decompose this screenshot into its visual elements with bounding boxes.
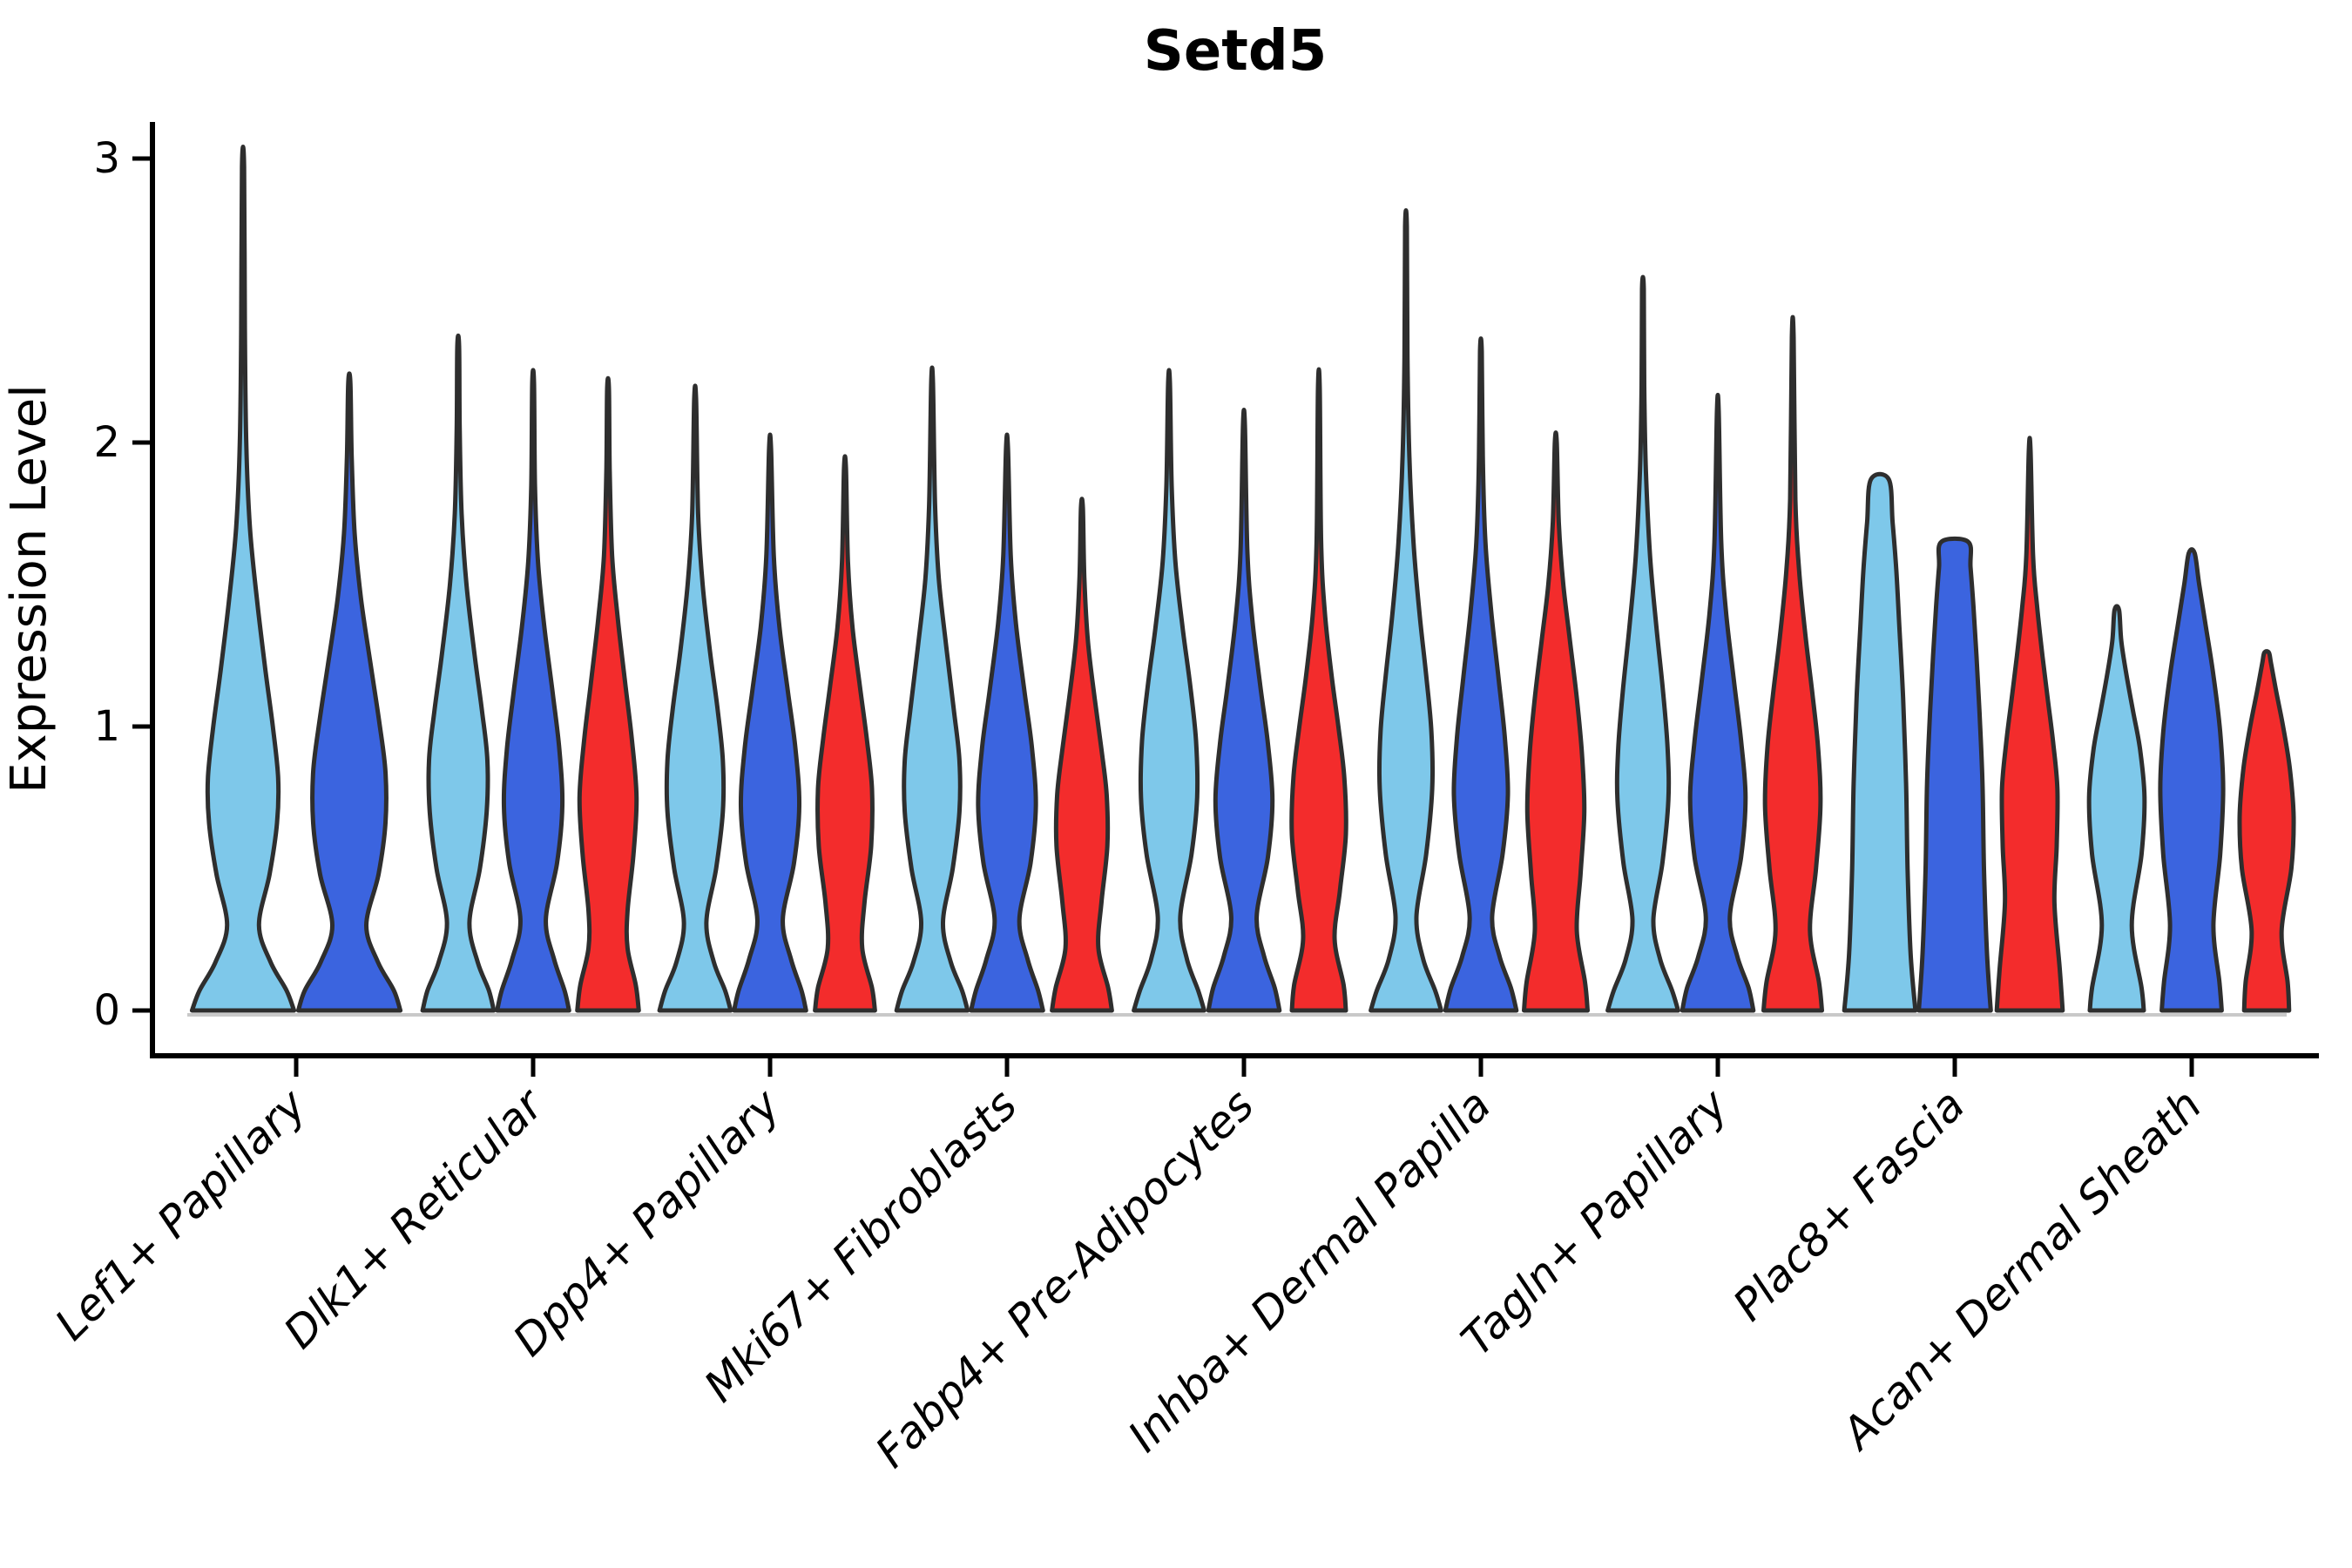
violin-dpp4-papillary-dark_blue [732, 432, 808, 1013]
violin-acan-dermal-sheath-light_blue [2086, 604, 2147, 1013]
axes-layer [132, 122, 2319, 1077]
violin-inhba-dermal-papilla-dark_blue [1443, 336, 1519, 1013]
y-tick-label-3: 3 [93, 134, 120, 183]
violin-mki67-fibroblasts-dark_blue [969, 432, 1045, 1013]
violin-plac8-fascia-dark_blue [1916, 536, 1993, 1013]
violin-lef1-papillary-light_blue [189, 145, 297, 1013]
x-axis-ticks [294, 1056, 2194, 1077]
x-tick-label-0: Lef1+ Papillary [45, 1078, 316, 1349]
y-axis-ticks [132, 156, 152, 1013]
violin-acan-dermal-sheath-dark_blue [2158, 547, 2226, 1013]
violins-layer [189, 145, 2296, 1013]
violin-tagln-papillary-dark_blue [1680, 392, 1756, 1013]
x-tick-label-7: Plac8+ Fascia [1724, 1079, 1975, 1330]
violin-dpp4-papillary-red [813, 454, 877, 1013]
violin-plac8-fascia-light_blue [1842, 471, 1918, 1013]
violin-dlk1-reticular-dark_blue [495, 368, 571, 1013]
violin-fabp4-pre-adipocytes-light_blue [1132, 368, 1206, 1013]
y-tick-label-1: 1 [93, 702, 120, 751]
y-axis-label: Expression Level [1, 384, 57, 794]
violin-tagln-papillary-light_blue [1605, 274, 1680, 1013]
violin-fabp4-pre-adipocytes-dark_blue [1206, 407, 1282, 1013]
y-tick-label-2: 2 [93, 418, 120, 467]
y-tick-label-0: 0 [93, 986, 120, 1035]
x-tick-label-4: Fabp4+ Pre-Adipocytes [866, 1079, 1264, 1477]
chart-title: Setd5 [1144, 19, 1327, 84]
violin-tagln-papillary-red [1761, 314, 1824, 1013]
violin-dlk1-reticular-red [575, 375, 641, 1013]
violin-lef1-papillary-dark_blue [295, 371, 403, 1013]
violin-dlk1-reticular-light_blue [420, 333, 497, 1013]
violin-plac8-fascia-red [1994, 436, 2065, 1013]
violin-fabp4-pre-adipocytes-red [1289, 367, 1348, 1013]
x-tick-label-6: Tagln+ Papillary [1451, 1078, 1738, 1365]
y-tick-labels: 0 1 2 3 [93, 134, 120, 1035]
violin-mki67-fibroblasts-red [1050, 497, 1114, 1013]
violin-inhba-dermal-papilla-light_blue [1369, 207, 1443, 1013]
x-tick-label-1: Dlk1+ Reticular [274, 1078, 555, 1358]
violin-dpp4-papillary-light_blue [657, 383, 733, 1013]
violin-mki67-fibroblasts-light_blue [894, 365, 970, 1013]
violin-inhba-dermal-papilla-red [1522, 430, 1590, 1013]
violin-acan-dermal-sheath-red [2237, 649, 2296, 1013]
